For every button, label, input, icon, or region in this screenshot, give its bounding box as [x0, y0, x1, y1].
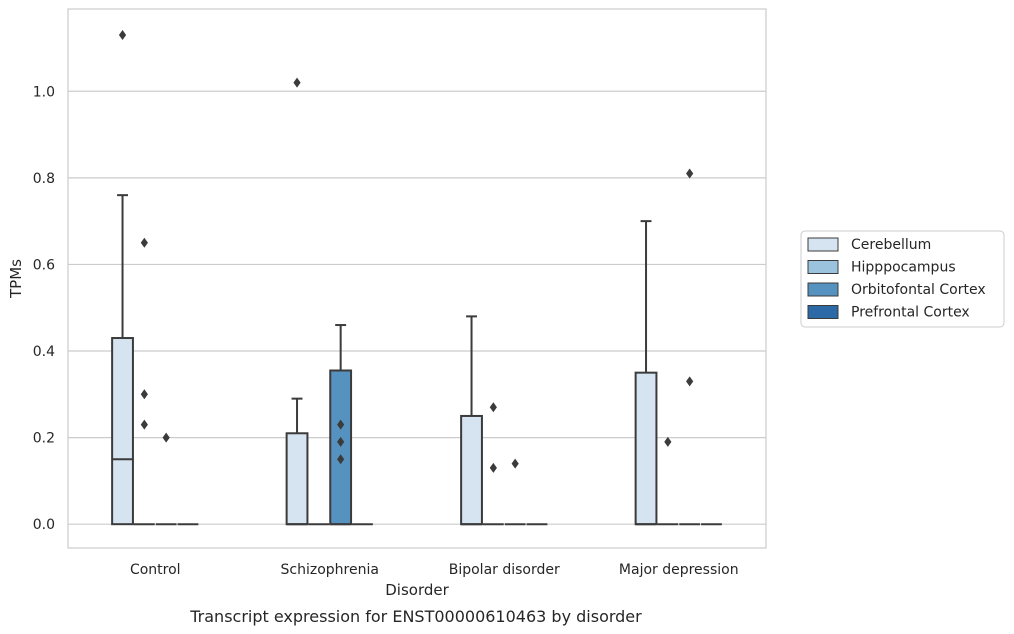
box-orbitofontal-cortex [155, 432, 177, 526]
legend-label: Orbitofontal Cortex [851, 282, 986, 298]
box-hipppocampus [657, 436, 679, 526]
outlier-point [293, 77, 301, 88]
box-orbitofontal-cortex [504, 458, 526, 526]
outlier-point [140, 389, 148, 400]
y-axis-ticks: 0.0 0.2 0.4 0.6 0.8 1.0 [33, 84, 55, 533]
legend-label: Cerebellum [851, 237, 931, 253]
outlier-point [140, 419, 148, 430]
outlier-point [489, 462, 497, 473]
box-cerebellum [634, 220, 658, 526]
x-axis-ticks: Control Schizophrenia Bipolar disorder Majo… [130, 562, 739, 578]
outlier-point [337, 436, 345, 447]
outlier-point [489, 402, 497, 413]
y-tick-label: 0.2 [33, 431, 55, 447]
y-tick-label: 0.8 [33, 171, 55, 187]
outlier-point [664, 436, 672, 447]
x-tick-label: Schizophrenia [281, 562, 379, 578]
outlier-point [337, 419, 345, 430]
y-tick-label: 0.0 [33, 517, 55, 533]
chart-caption: Transcript expression for ENST0000061046… [189, 607, 642, 626]
x-tick-label: Major depression [619, 562, 739, 578]
x-axis-title: Disorder [385, 581, 449, 599]
box-hipppocampus [133, 237, 155, 526]
box-cerebellum [460, 315, 483, 526]
legend-swatch [807, 260, 839, 274]
y-tick-label: 0.4 [33, 344, 55, 360]
legend: Cerebellum Hipppocampus Orbitofontal Corte… [800, 230, 1005, 328]
x-tick-label: Control [130, 562, 181, 578]
outlier-point [686, 376, 694, 387]
box-orbitofontal-cortex [329, 324, 353, 526]
box-body [329, 369, 353, 526]
y-axis-title: TPMs [7, 259, 25, 299]
legend-swatch [807, 237, 839, 252]
outlier-point [140, 237, 148, 248]
box-orbitofontal-cortex [679, 168, 701, 526]
legend-swatch [807, 282, 839, 297]
outlier-point [162, 432, 170, 443]
box-hipppocampus [482, 402, 504, 526]
box-body [111, 337, 134, 526]
legend-label: Hipppocampus [851, 260, 956, 276]
box-plot-marks [111, 29, 722, 526]
legend-label: Prefrontal Cortex [851, 305, 970, 321]
y-tick-label: 1.0 [33, 84, 55, 100]
outlier-point [337, 454, 345, 465]
x-tick-label: Bipolar disorder [449, 562, 560, 578]
plot-frame [67, 8, 767, 549]
legend-frame [800, 230, 1005, 328]
box-body [285, 432, 309, 526]
outlier-point [118, 29, 127, 40]
legend-swatch [807, 305, 839, 319]
box-cerebellum [111, 29, 134, 526]
box-body [460, 414, 483, 526]
box-body [634, 371, 658, 526]
outlier-point [511, 458, 519, 469]
outlier-point [686, 168, 694, 179]
y-tick-label: 0.6 [33, 257, 55, 273]
box-cerebellum [285, 77, 309, 526]
